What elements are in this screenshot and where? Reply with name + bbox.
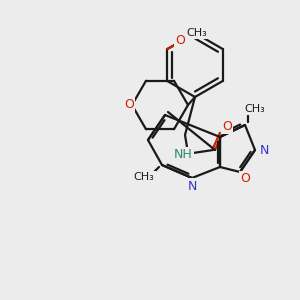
Text: NH: NH (174, 148, 192, 161)
Text: N: N (187, 179, 197, 193)
Text: CH₃: CH₃ (186, 28, 207, 38)
Text: CH₃: CH₃ (244, 104, 266, 114)
Text: CH₃: CH₃ (134, 172, 154, 182)
Text: O: O (175, 34, 185, 47)
Text: O: O (124, 98, 134, 112)
Text: O: O (240, 172, 250, 185)
Text: N: N (259, 143, 269, 157)
Text: O: O (222, 119, 232, 133)
